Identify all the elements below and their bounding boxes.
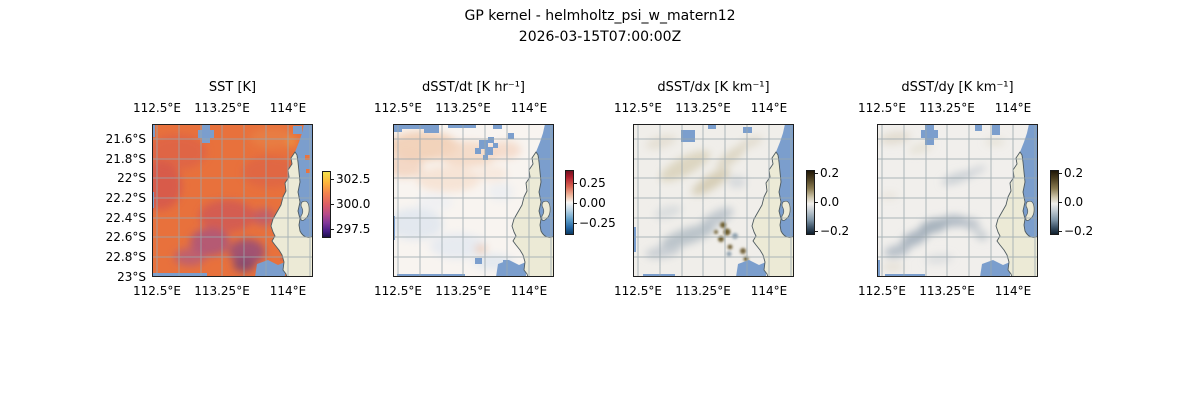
masked-cells bbox=[877, 124, 1000, 277]
x-tick-bottom: 114°E bbox=[269, 284, 307, 298]
dsst-dx-map bbox=[633, 124, 794, 277]
colorbar-tick-mark bbox=[1058, 173, 1062, 174]
x-tick-top: 114°E bbox=[750, 101, 788, 115]
colorbar-tick-mark bbox=[1058, 231, 1062, 232]
graticule bbox=[152, 124, 313, 277]
graticule bbox=[633, 124, 794, 277]
colorbar-tick-label: 0.00 bbox=[579, 196, 606, 210]
x-tick-bottom: 113.25°E bbox=[435, 284, 491, 298]
x-tick-bottom: 112.5°E bbox=[614, 284, 662, 298]
x-tick-bottom: 112.5°E bbox=[133, 284, 181, 298]
dsst-dy-map bbox=[877, 124, 1038, 277]
graticule bbox=[393, 124, 554, 277]
gulf-island bbox=[300, 200, 310, 221]
graticule bbox=[877, 124, 1038, 277]
y-tick: 22°S bbox=[117, 171, 146, 185]
x-tick-bottom: 113.25°E bbox=[675, 284, 731, 298]
x-tick-bottom: 114°E bbox=[750, 284, 788, 298]
colorbar-tick-mark bbox=[330, 229, 334, 230]
colorbar-tick-label: 0.25 bbox=[579, 176, 606, 190]
colorbar-tick-label: −0.2 bbox=[820, 224, 850, 238]
x-tick-bottom: 114°E bbox=[994, 284, 1032, 298]
panel-dsst-dy: dSST/dy [K km⁻¹] 112.5°E 113.25°E 114°E bbox=[858, 80, 1038, 310]
sst-map bbox=[152, 124, 313, 277]
colorbar-tick-label: 0.2 bbox=[1064, 166, 1084, 180]
y-tick: 21.6°S bbox=[105, 132, 146, 146]
gulf-island bbox=[1025, 200, 1035, 221]
y-tick: 22.4°S bbox=[105, 211, 146, 225]
x-tick-top: 112.5°E bbox=[858, 101, 906, 115]
y-tick: 22.2°S bbox=[105, 191, 146, 205]
panel-sst: SST [K] 112.5°E 113.25°E 114°E 21.6°S 21… bbox=[106, 80, 313, 310]
panel-sst-title: SST [K] bbox=[208, 80, 257, 95]
dsst-dt-map bbox=[393, 124, 554, 277]
panel-dsst-dy-title: dSST/dy [K km⁻¹] bbox=[901, 80, 1014, 95]
x-tick-bottom: 112.5°E bbox=[374, 284, 422, 298]
x-tick-top: 114°E bbox=[269, 101, 307, 115]
gulf-island bbox=[781, 200, 791, 221]
colorbar-tick-label: 300.0 bbox=[336, 197, 371, 211]
colorbar-tick-mark bbox=[573, 203, 577, 204]
x-tick-top: 113.25°E bbox=[435, 101, 491, 115]
colorbar-tick-mark bbox=[330, 179, 334, 180]
colorbar-tick-label: 0.0 bbox=[820, 195, 840, 209]
x-tick-bottom: 112.5°E bbox=[858, 284, 906, 298]
x-tick-top: 113.25°E bbox=[194, 101, 250, 115]
colorbar-tick-label: −0.2 bbox=[1064, 224, 1094, 238]
x-tick-bottom: 113.25°E bbox=[194, 284, 250, 298]
x-tick-bottom: 113.25°E bbox=[919, 284, 975, 298]
gulf-island bbox=[541, 200, 551, 221]
panel-dsst-dx-title: dSST/dx [K km⁻¹] bbox=[657, 80, 770, 95]
colorbar-tick-mark bbox=[814, 231, 818, 232]
colorbar-tick-mark bbox=[573, 183, 577, 184]
colorbar-tick-mark bbox=[814, 173, 818, 174]
colorbar-dsst-dx: 0.2 0.0 −0.2 bbox=[806, 166, 849, 238]
x-tick-bottom: 114°E bbox=[510, 284, 548, 298]
x-tick-top: 113.25°E bbox=[919, 101, 975, 115]
x-tick-top: 113.25°E bbox=[675, 101, 731, 115]
panel-dsst-dt: dSST/dt [K hr⁻¹] 112.5°E 113.25°E 114°E bbox=[374, 80, 554, 310]
colorbar-tick-label: 0.0 bbox=[1064, 195, 1084, 209]
x-tick-top: 114°E bbox=[994, 101, 1032, 115]
figure-title: GP kernel - helmholtz_psi_w_matern12 bbox=[464, 8, 736, 24]
colorbar-tick-label: 302.5 bbox=[336, 172, 371, 186]
y-tick: 22.6°S bbox=[105, 230, 146, 244]
colorbar-tick-mark bbox=[814, 202, 818, 203]
x-tick-top: 112.5°E bbox=[614, 101, 662, 115]
colorbar-tick-mark bbox=[573, 223, 577, 224]
panel-dsst-dt-title: dSST/dt [K hr⁻¹] bbox=[421, 80, 526, 95]
y-tick: 22.8°S bbox=[105, 250, 146, 264]
colorbar-tick-mark bbox=[1058, 202, 1062, 203]
colorbar-tick-mark bbox=[330, 204, 334, 205]
x-tick-top: 114°E bbox=[510, 101, 548, 115]
colorbar-sst: 302.5 300.0 297.5 bbox=[322, 171, 370, 238]
colorbar-dsst-dt: 0.25 0.00 −0.25 bbox=[565, 170, 616, 235]
x-tick-top: 112.5°E bbox=[374, 101, 422, 115]
colorbar-tick-label: −0.25 bbox=[579, 216, 616, 230]
x-tick-top: 112.5°E bbox=[133, 101, 181, 115]
colorbar-tick-label: 297.5 bbox=[336, 222, 371, 236]
y-tick: 23°S bbox=[117, 270, 146, 284]
y-tick: 21.8°S bbox=[105, 152, 146, 166]
figure-timestamp: 2026-03-15T07:00:00Z bbox=[518, 29, 682, 45]
colorbar-tick-label: 0.2 bbox=[820, 166, 840, 180]
colorbar-dsst-dy: 0.2 0.0 −0.2 bbox=[1050, 166, 1093, 238]
panel-dsst-dx: dSST/dx [K km⁻¹] 112.5°E 113.25°E 114°E bbox=[614, 80, 794, 310]
